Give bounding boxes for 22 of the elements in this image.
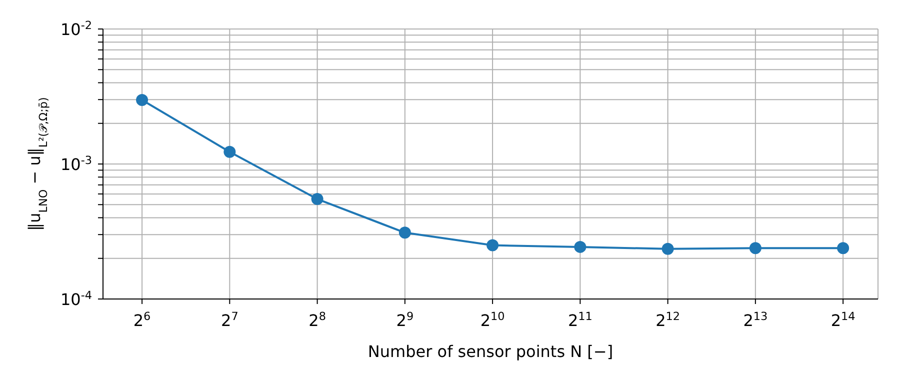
y-tick-label: 10$^{-2}$ (60, 18, 92, 39)
point (662, 242, 674, 255)
x-tick-label: 2$^{9}$ (396, 310, 414, 330)
point (311, 193, 324, 206)
x-axis-title: Number of sensor points N [−] (368, 342, 614, 361)
x-tick-label: 2$^{7}$ (221, 310, 238, 330)
x-tick-label: 2$^{13}$ (743, 310, 768, 330)
point (136, 94, 148, 106)
x-tick-label: 2$^{6}$ (133, 310, 151, 330)
x-tick-label: 2$^{8}$ (308, 310, 326, 330)
point (574, 240, 586, 253)
y-tick-label: 10$^{-3}$ (60, 154, 92, 174)
y-tick-label: 10$^{-4}$ (60, 288, 92, 309)
point (837, 242, 850, 254)
point (398, 226, 411, 239)
point (224, 146, 236, 158)
point (486, 239, 499, 252)
x-tick-label: 2$^{11}$ (568, 310, 592, 330)
x-tick-label: 2$^{12}$ (656, 310, 680, 330)
x-tick-label: 2$^{10}$ (480, 310, 505, 330)
x-tick-label: 2$^{14}$ (830, 310, 856, 330)
point (749, 242, 762, 254)
